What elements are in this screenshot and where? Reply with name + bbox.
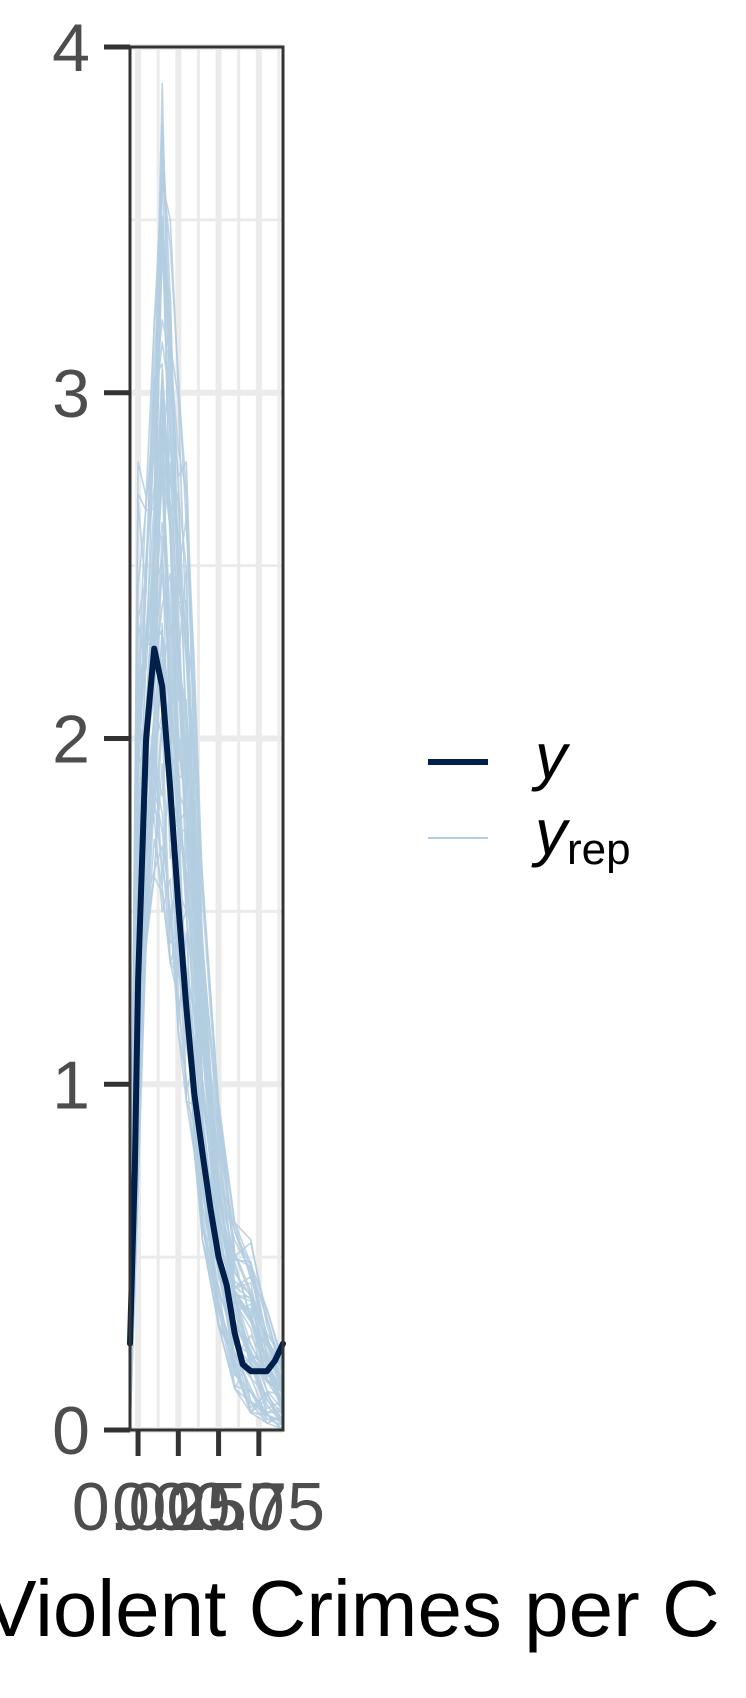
y-tick-label: 3	[52, 356, 90, 432]
y-rep-line	[129, 224, 284, 1362]
x-tick-label: 0.00	[72, 1469, 204, 1545]
y-series	[127, 645, 286, 1375]
y-tick-label: 4	[52, 10, 90, 86]
x-tick-label: 0.75	[193, 1469, 325, 1545]
y-rep-line	[129, 644, 284, 1408]
y-rep-line	[129, 182, 284, 1362]
legend-label-y-rep: yrep	[531, 796, 631, 874]
legend: y yrep	[428, 720, 631, 874]
y-rep-line	[129, 369, 284, 1408]
x-tick-label: 0.25	[112, 1469, 244, 1545]
y-rep-line	[129, 763, 284, 1431]
y-line	[127, 645, 286, 1375]
legend-label-y: y	[531, 720, 571, 792]
y-tick-label: 1	[52, 1047, 90, 1123]
legend-label-y-rep-subscript: rep	[567, 825, 631, 874]
x-axis: 0.000.250.500.75	[72, 1430, 325, 1545]
y-rep-line	[129, 82, 284, 1378]
legend-label-y-rep-main: y	[531, 796, 571, 868]
y-rep-line	[129, 713, 284, 1426]
y-rep-line	[129, 555, 284, 1410]
x-tick-label: 0.50	[152, 1469, 284, 1545]
x-axis-title: Violent Crimes per C	[0, 1564, 720, 1653]
y-tick-label: 0	[52, 1393, 90, 1469]
y-rep-line	[129, 448, 284, 1410]
y-tick-label: 2	[52, 702, 90, 778]
y-axis: 0 1 2 3 4	[52, 10, 130, 1469]
